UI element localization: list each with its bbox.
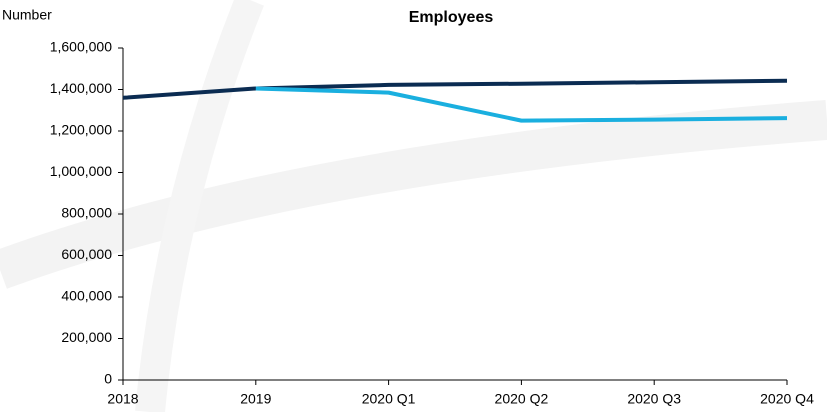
y-tick-label: 0 <box>104 371 112 387</box>
series-line <box>255 86 788 123</box>
x-tick-label: 2020 Q3 <box>627 391 681 407</box>
x-tick-label: 2019 <box>240 391 271 407</box>
background-swirl <box>0 100 827 289</box>
x-tick-label: 2020 Q2 <box>495 391 549 407</box>
y-tick-label: 400,000 <box>61 288 112 304</box>
y-tick-label: 800,000 <box>61 205 112 221</box>
y-tick-label: 1,600,000 <box>50 39 112 55</box>
x-tick-label: 2018 <box>107 391 138 407</box>
background-swirl <box>135 0 264 412</box>
chart-title: Employees <box>409 9 494 26</box>
y-tick-label: 1,400,000 <box>50 80 112 96</box>
x-tick-label: 2020 Q1 <box>362 391 416 407</box>
y-tick-label: 200,000 <box>61 329 112 345</box>
series-line <box>122 78 788 100</box>
y-axis-label: Number <box>2 7 52 23</box>
y-tick-label: 600,000 <box>61 246 112 262</box>
y-tick-label: 1,000,000 <box>50 163 112 179</box>
x-tick-label: 2020 Q4 <box>760 391 814 407</box>
y-tick-label: 1,200,000 <box>50 122 112 138</box>
